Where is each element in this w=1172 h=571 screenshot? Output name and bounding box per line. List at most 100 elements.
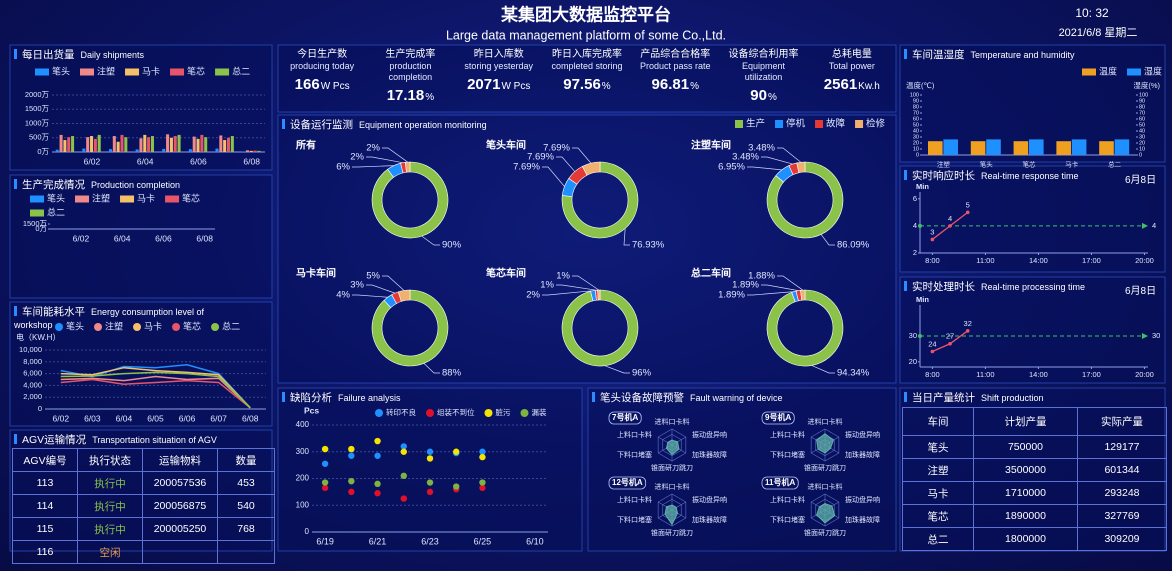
x-tick-label: 6/02 <box>84 156 101 166</box>
title-cn: 设备运行监测 <box>290 119 353 131</box>
legend-label: 停机 <box>786 118 806 130</box>
title-cn: 实时处理时长 <box>912 281 975 293</box>
scatter-point <box>321 479 329 486</box>
x-tick-label: 6/19 <box>316 536 334 546</box>
title-cn: 缺陷分析 <box>290 392 332 404</box>
y-tick-label: 0 <box>1139 152 1142 158</box>
table-cell: 293248 <box>1077 481 1167 505</box>
bar <box>67 137 71 152</box>
table-cell: 注塑 <box>902 458 974 482</box>
label-leader <box>777 147 802 163</box>
table-header-cell: 执行状态 <box>77 448 143 472</box>
panel-title: 车间温湿度 Temperature and humidity <box>904 49 1129 62</box>
title-icon <box>282 119 285 129</box>
label-leader <box>352 165 394 168</box>
x-tick-label: 14:00 <box>1029 370 1048 379</box>
radar-axis-label: 锥面研刀跳刀 <box>651 528 693 537</box>
scatter-point <box>479 484 486 492</box>
y-tick-label: 40 <box>913 128 919 134</box>
table-cell: 453 <box>217 471 275 495</box>
panel-frame <box>899 276 1166 384</box>
y-tick-label: 100 <box>910 92 919 98</box>
bar <box>1099 141 1114 155</box>
legend-label: 故障 <box>826 118 846 130</box>
kpi-label-en: completed storing <box>551 61 623 71</box>
kpi-label: 产品综合合格率 <box>640 49 711 60</box>
title-en: Real-time response time <box>981 171 1079 181</box>
table-cell: 3500000 <box>973 458 1078 482</box>
bar <box>82 148 86 152</box>
y-axis-label: 温度(℃) <box>906 80 935 90</box>
title-cn: 实时响应时长 <box>912 170 975 182</box>
panel-title: 实时响应时长 Real-time response time <box>904 170 1129 183</box>
legend-swatch <box>426 409 434 417</box>
table-header-row: AGV编号 执行状态 运输物料 数量 <box>12 448 275 472</box>
x-tick-label: 11:00 <box>976 370 994 379</box>
legend-swatch <box>165 195 180 203</box>
panel-frame <box>899 165 1166 273</box>
kpi: 昨日入库数 storing yesterday 2071W Pcs <box>455 48 543 105</box>
legend-label: 马卡 <box>137 192 155 203</box>
bar <box>166 134 170 152</box>
scatter-point <box>479 453 486 461</box>
y-tick-label: 1000万 <box>25 118 50 127</box>
legend-swatch <box>80 68 95 76</box>
legend-label: 转印不良 <box>386 407 416 417</box>
bar <box>97 134 101 152</box>
legend-swatch <box>520 409 529 417</box>
table-cell: 768 <box>217 517 275 541</box>
mark-line-start <box>918 223 922 228</box>
radar-title: 11号机A <box>765 477 795 487</box>
donut-segment <box>404 161 411 173</box>
donut-segment <box>766 161 844 239</box>
bar <box>169 137 173 152</box>
donut-label: 3.48% <box>748 143 775 154</box>
kpi: 产品综合合格率 Product pass rate 96.81% <box>631 48 719 105</box>
radar-title-box <box>608 411 642 425</box>
x-tick-label: 6/03 <box>84 413 101 423</box>
scatter-point <box>479 479 486 486</box>
panel-frame <box>9 174 273 299</box>
y-tick-label: 300 <box>296 447 310 456</box>
scatter-point <box>426 479 434 486</box>
kpi-label: 昨日入库完成率 <box>551 49 622 60</box>
y-tick-label: 30 <box>1139 134 1145 140</box>
legend-label: 总二 <box>47 206 65 217</box>
table-cell: 113 <box>12 471 78 495</box>
y-tick-label: 60 <box>913 116 919 122</box>
table-header-cell: 计划产量 <box>973 407 1078 436</box>
y-tick-label: 0 <box>305 527 310 536</box>
table-cell: 1800000 <box>973 527 1078 551</box>
legend-swatch <box>375 409 383 417</box>
line <box>60 375 251 409</box>
kpi-value-row: 166W Pcs <box>281 76 363 94</box>
kpi-unit: W Pcs <box>501 81 531 92</box>
scatter-point <box>453 483 460 490</box>
donut-title: 笔芯车间 <box>486 267 526 280</box>
title-en: Production completion <box>91 180 181 190</box>
radar-axis-label: 上料口卡料 <box>770 430 805 439</box>
panel-title: 设备运行监测 Equipment operation monitoring <box>282 119 860 132</box>
legend-swatch <box>815 120 824 128</box>
donut-title: 马卡车间 <box>296 267 336 280</box>
table-cell: 空闲 <box>77 540 143 564</box>
bar <box>986 139 1001 155</box>
title-cn: 车间能耗水平 <box>22 306 85 318</box>
legend-swatch <box>1127 68 1142 76</box>
scatter-point <box>321 460 329 467</box>
table-row: 马卡 1710000 293248 <box>902 481 1167 505</box>
kpi-value: 17.18 <box>386 87 425 104</box>
legend-swatch <box>94 323 103 331</box>
table-cell: 116 <box>12 540 78 564</box>
kpi-frame <box>277 44 897 113</box>
radar-title-box <box>761 476 799 490</box>
legend-swatch <box>125 68 140 76</box>
donut-label: 76.93% <box>632 240 665 251</box>
donut-label: 1.89% <box>718 290 745 301</box>
x-tick-label: 笔头 <box>980 160 994 169</box>
table-cell-empty <box>142 540 218 564</box>
bar <box>177 134 181 152</box>
label-leader <box>761 284 799 291</box>
donut-segment <box>561 161 639 239</box>
bar <box>223 140 227 152</box>
